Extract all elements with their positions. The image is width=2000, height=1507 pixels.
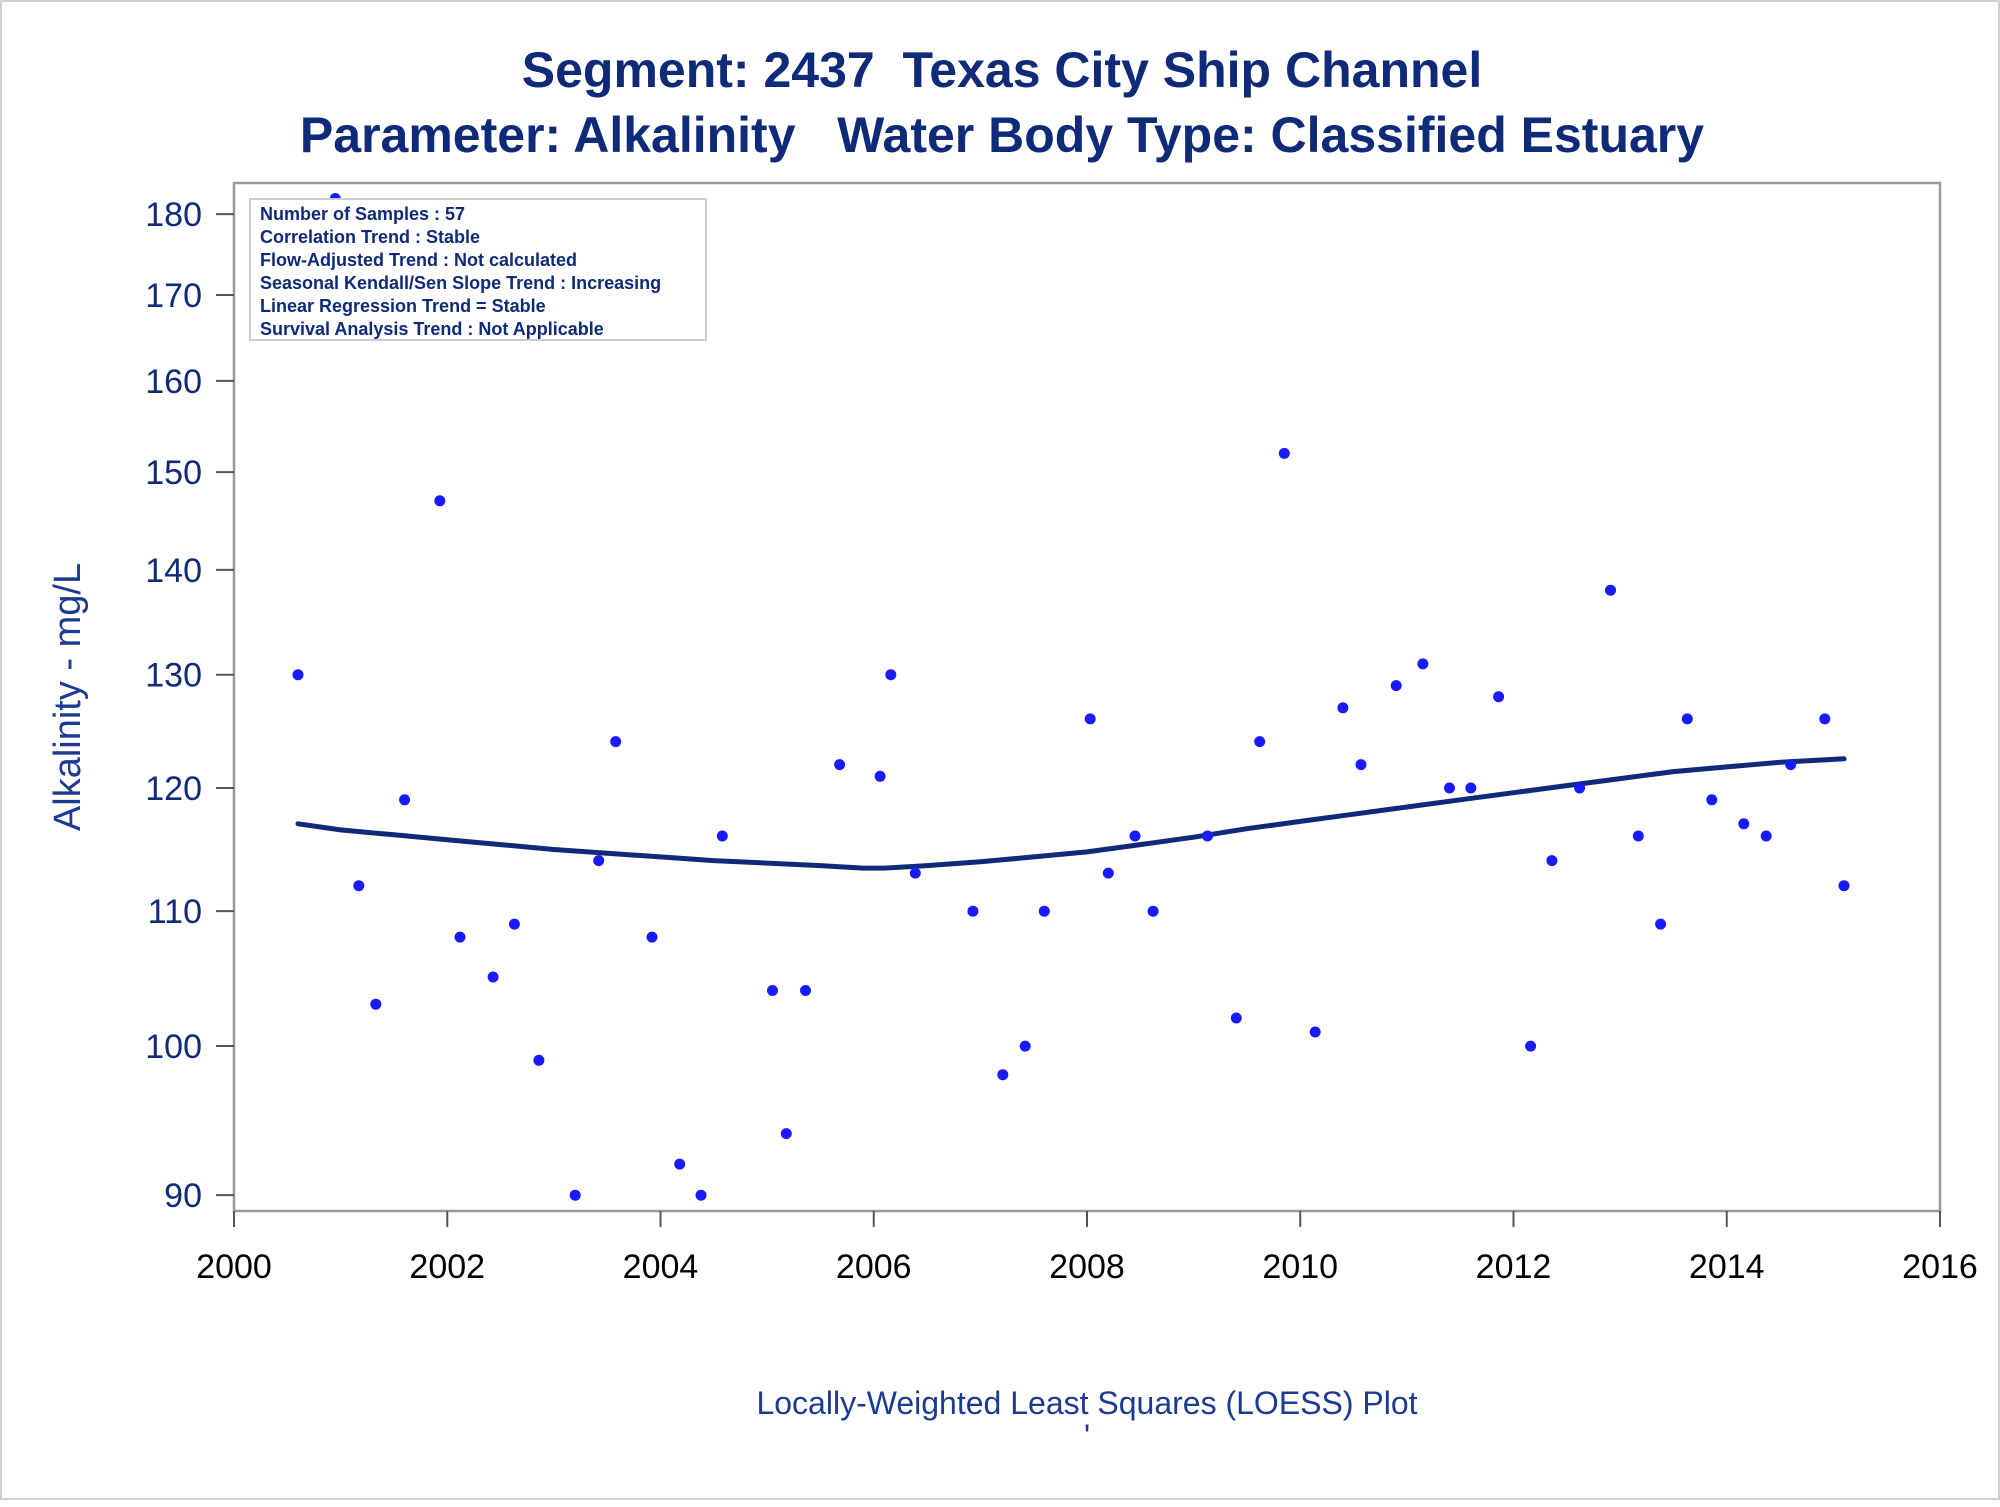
data-point [1417,658,1429,670]
data-point [1202,830,1213,842]
y-tick-label: 100 [145,1028,202,1066]
inset-line: Flow-Adjusted Trend : Not calculated [260,250,577,270]
data-point [569,1189,581,1201]
data-point [533,1054,545,1066]
data-point [1337,702,1349,714]
y-tick-label: 120 [145,770,202,808]
data-point [834,759,846,771]
data-point [1738,818,1750,830]
data-point [487,971,499,983]
data-point [1102,867,1114,879]
data-point [1444,782,1455,794]
chart-subtitle: Parameter: Alkalinity Water Body Type: C… [300,107,1704,163]
x-tick-label: 2006 [836,1248,912,1286]
x-tick-label: 2000 [196,1248,272,1286]
data-point [716,830,728,842]
data-point [1019,1040,1031,1052]
y-tick-label: 180 [145,196,202,234]
data-point [646,931,658,943]
inset-box: Number of Samples : 57 Correlation Trend … [249,198,707,341]
x-tick-label: 2016 [1902,1248,1978,1286]
y-tick-label: 160 [145,363,202,401]
data-point [874,770,886,782]
data-point [967,905,979,917]
footnote: Locally-Weighted Least Squares (LOESS) P… [756,1385,1417,1421]
data-point [1355,759,1367,771]
x-tick-label: 2002 [409,1248,485,1286]
data-points-group [292,193,1850,1201]
data-point [1038,905,1050,917]
data-point [1129,830,1141,842]
footnote-mark: ' [1084,1418,1090,1454]
data-point [370,998,382,1010]
data-point [1605,584,1616,596]
data-point [434,495,446,507]
data-point [1785,759,1797,771]
loess-line-group [295,756,1847,871]
inset-box-frame [249,198,707,341]
inset-line: Linear Regression Trend = Stable [260,296,546,316]
data-point [1574,782,1586,794]
x-tick-label: 2012 [1476,1248,1552,1286]
data-point [1632,830,1644,842]
loess-line [295,756,1847,871]
data-point [1147,905,1159,917]
data-point [1760,830,1772,842]
x-tick-label: 2010 [1262,1248,1338,1286]
x-tick-label: 2008 [1049,1248,1125,1286]
data-point [1706,794,1718,806]
data-point [1309,1026,1321,1038]
data-point [1278,447,1290,459]
data-point [909,867,921,879]
data-point [1254,736,1266,748]
data-point [695,1189,707,1201]
y-tick-label: 90 [164,1177,202,1215]
inset-line: Survival Analysis Trend : Not Applicable [260,319,604,339]
data-point [292,669,304,681]
y-tick-label: 130 [145,657,202,695]
data-point [1681,713,1693,725]
inset-line: Correlation Trend : Stable [260,227,480,247]
data-point [885,669,897,681]
data-point [1525,1040,1537,1052]
data-point [454,931,466,943]
data-point [593,855,605,867]
data-point [780,1128,792,1140]
data-point [800,985,811,996]
y-axis-label: Alkalinity - mg/L [47,563,89,831]
data-point [1084,713,1096,725]
data-point [1390,680,1402,692]
y-axis: 90 100 110 120 130 140 150 160 170 180 [145,196,234,1215]
data-point [1493,691,1505,703]
data-point [1230,1012,1242,1024]
data-point [1465,782,1477,794]
x-tick-label: 2014 [1689,1248,1765,1286]
y-tick-label: 170 [145,277,202,315]
data-point [1819,713,1831,725]
data-point [997,1069,1009,1081]
inset-line: Seasonal Kendall/Sen Slope Trend : Incre… [260,273,661,293]
data-point [353,880,365,892]
data-point [674,1158,686,1170]
data-point [1546,855,1558,867]
x-tick-label: 2004 [623,1248,699,1286]
data-point [1655,918,1667,930]
data-point [610,736,622,748]
x-axis: 2000 2002 2004 2006 2008 2010 2012 2014 2016 [196,1211,1978,1286]
chart-title: Segment: 2437 Texas City Ship Channel [522,42,1482,98]
y-tick-label: 140 [145,552,202,590]
inset-line: Number of Samples : 57 [260,204,465,224]
data-point [1838,880,1850,892]
y-tick-label: 150 [145,454,202,492]
data-point [767,985,778,996]
data-point [399,794,411,806]
data-point [508,918,520,930]
y-tick-label: 110 [148,893,202,931]
